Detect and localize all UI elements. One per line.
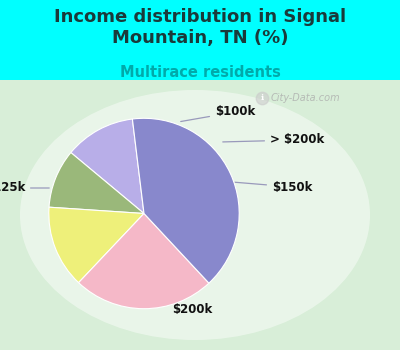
Wedge shape (71, 119, 144, 214)
Wedge shape (49, 207, 144, 283)
Ellipse shape (20, 90, 370, 340)
Text: Multirace residents: Multirace residents (120, 65, 280, 80)
Wedge shape (49, 153, 144, 214)
Text: $100k: $100k (181, 105, 255, 121)
Wedge shape (78, 214, 209, 309)
Text: ℹ: ℹ (260, 93, 264, 102)
Text: City-Data.com: City-Data.com (270, 93, 340, 103)
Text: $150k: $150k (235, 181, 312, 194)
Text: > $200k: > $200k (223, 133, 324, 147)
Wedge shape (132, 118, 239, 283)
Text: $200k: $200k (172, 297, 212, 316)
Text: Income distribution in Signal
Mountain, TN (%): Income distribution in Signal Mountain, … (54, 8, 346, 47)
Text: $125k: $125k (0, 182, 49, 195)
FancyBboxPatch shape (0, 80, 400, 350)
